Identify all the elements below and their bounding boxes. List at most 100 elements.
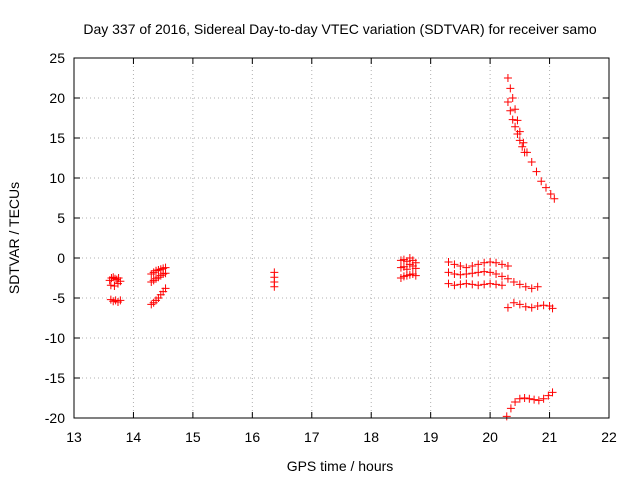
data-point — [503, 262, 512, 270]
y-tick-label: -5 — [53, 290, 66, 306]
data-point — [411, 271, 420, 280]
x-tick-label: 20 — [482, 429, 498, 445]
data-point — [525, 394, 534, 403]
data-point — [548, 388, 557, 397]
data-point — [468, 269, 477, 278]
x-tick-label: 17 — [304, 429, 320, 445]
data-point — [456, 280, 465, 289]
data-point — [444, 279, 453, 288]
data-point — [548, 304, 557, 313]
series-arc-13 — [503, 298, 557, 313]
data-point — [444, 268, 453, 277]
data-point — [503, 274, 512, 283]
data-point — [106, 281, 115, 290]
data-point — [534, 396, 543, 405]
data-point — [506, 106, 515, 115]
data-point — [530, 395, 539, 404]
data-point — [468, 280, 477, 289]
x-tick-label: 14 — [126, 429, 142, 445]
series-arc-14 — [502, 388, 557, 421]
data-marks — [105, 74, 559, 421]
data-point — [513, 116, 522, 125]
data-point — [539, 394, 548, 403]
data-point — [503, 74, 512, 82]
data-point — [456, 262, 465, 270]
data-point — [511, 398, 520, 406]
data-point — [509, 278, 518, 286]
data-point — [480, 280, 489, 289]
data-point — [486, 268, 495, 277]
data-point — [503, 98, 512, 106]
data-point — [508, 94, 517, 102]
data-point — [521, 282, 530, 291]
y-tick-label: 15 — [49, 130, 65, 146]
data-point — [541, 183, 550, 192]
series-arc-2 — [106, 295, 125, 306]
data-point — [506, 404, 515, 413]
data-point — [450, 270, 459, 278]
data-point — [527, 303, 536, 312]
data-point — [111, 274, 120, 283]
x-tick-label: 21 — [542, 429, 558, 445]
x-tick-label: 15 — [185, 429, 201, 445]
series-arc-9 — [396, 270, 420, 282]
y-tick-label: 20 — [49, 90, 65, 106]
data-point — [509, 298, 518, 307]
x-tick-label: 22 — [601, 429, 617, 445]
grid — [74, 58, 609, 418]
data-point — [503, 303, 512, 312]
data-point — [112, 275, 121, 284]
series-arc-5 — [147, 284, 170, 309]
series-arc-4 — [147, 269, 170, 286]
data-point — [161, 269, 170, 278]
data-point — [506, 84, 515, 93]
data-point — [498, 260, 506, 269]
data-point — [520, 394, 529, 402]
data-point — [515, 394, 524, 403]
x-tick-label: 19 — [423, 429, 439, 445]
series-arc-1 — [105, 273, 125, 290]
data-point — [550, 194, 559, 203]
data-point — [508, 115, 517, 124]
data-point — [480, 258, 489, 267]
data-point — [492, 270, 501, 278]
y-tick-label: -15 — [45, 370, 65, 386]
x-axis-label: GPS time / hours — [287, 458, 394, 474]
data-point — [270, 282, 279, 291]
data-point — [498, 281, 506, 290]
series-arc-8 — [396, 260, 420, 274]
series-arc-16 — [503, 98, 529, 157]
data-point — [515, 136, 524, 145]
y-tick-label: 5 — [57, 210, 65, 226]
data-point — [114, 274, 123, 282]
data-point — [498, 272, 506, 281]
data-point — [544, 391, 553, 400]
data-point — [515, 280, 524, 289]
y-tick-label: 25 — [49, 50, 65, 66]
data-point — [527, 284, 536, 293]
data-point — [533, 282, 542, 291]
data-point — [468, 262, 477, 270]
y-tick-label: 10 — [49, 170, 65, 186]
x-tick-label: 18 — [363, 429, 379, 445]
y-tick-label: -20 — [45, 410, 65, 426]
data-point — [511, 105, 520, 114]
data-point — [486, 258, 495, 266]
y-axis-label: SDTVAR / TECUs — [6, 182, 22, 294]
data-point — [546, 190, 555, 198]
data-point — [456, 270, 465, 279]
y-tick-label: 0 — [57, 250, 65, 266]
data-point — [486, 279, 495, 288]
data-point — [533, 302, 542, 310]
data-point — [492, 258, 501, 267]
data-point — [474, 260, 483, 269]
data-point — [462, 279, 471, 288]
data-point — [474, 281, 483, 290]
x-tick-label: 16 — [245, 429, 261, 445]
chart-title: Day 337 of 2016, Sidereal Day-to-day VTE… — [83, 21, 596, 37]
data-point — [527, 158, 536, 166]
series-arc-11 — [444, 267, 542, 293]
data-point — [520, 148, 529, 157]
data-point — [444, 258, 453, 266]
